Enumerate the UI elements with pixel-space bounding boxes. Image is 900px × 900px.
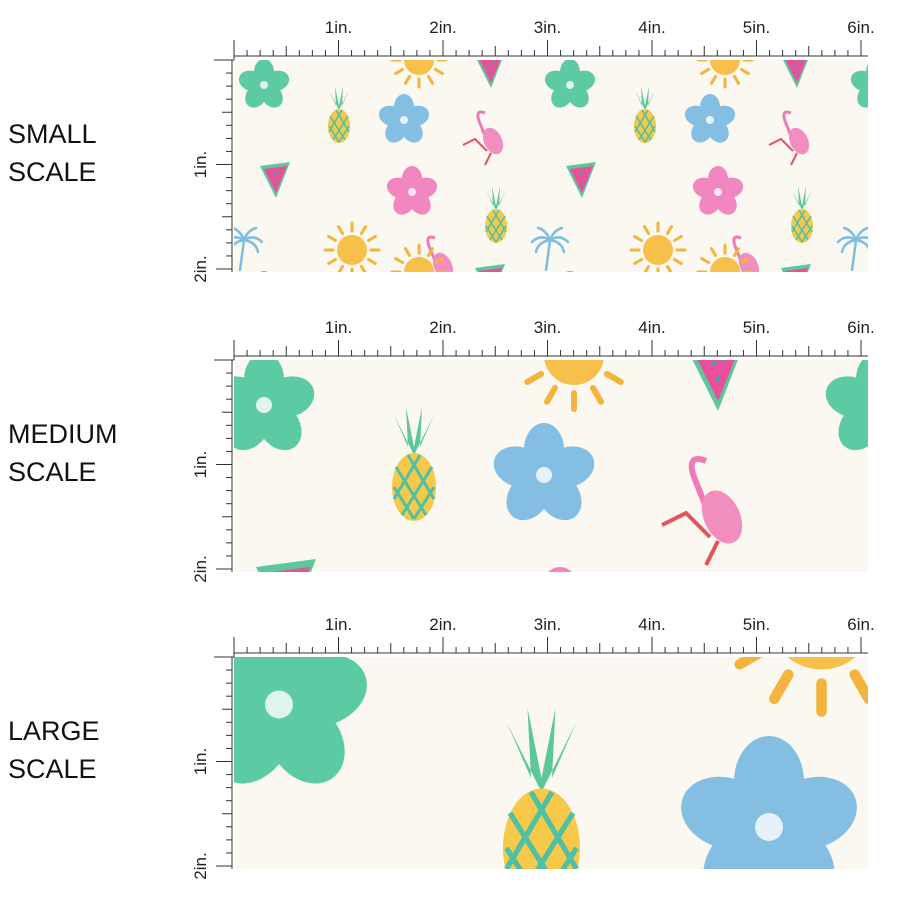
ruler-label: 2in.: [191, 852, 210, 879]
scale-title: SMALL: [8, 119, 97, 149]
ruler-label: 2in.: [191, 255, 210, 282]
ruler-label: 6in.: [847, 615, 874, 634]
ruler-label: 1in.: [191, 451, 210, 478]
scale-panel: SMALL SCALE 1in. 2in. 3in. 4in. 5in. 6in. 1in. 2i…: [8, 18, 875, 283]
ruler-label: 2in.: [429, 615, 456, 634]
ruler-label: 2in.: [429, 18, 456, 37]
ruler-label: 1in.: [325, 615, 352, 634]
ruler-label: 1in.: [325, 318, 352, 337]
ruler-label: 3in.: [534, 318, 561, 337]
scale-title: SCALE: [8, 754, 97, 784]
ruler-label: 5in.: [743, 18, 770, 37]
scale-title: SCALE: [8, 157, 97, 187]
scale-title: MEDIUM: [8, 419, 118, 449]
ruler-label: 5in.: [743, 318, 770, 337]
scale-title: SCALE: [8, 457, 97, 487]
ruler-label: 4in.: [638, 615, 665, 634]
fabric-swatch: [234, 360, 868, 572]
ruler-label: 5in.: [743, 615, 770, 634]
ruler-label: 2in.: [191, 555, 210, 582]
ruler-label: 4in.: [638, 318, 665, 337]
fabric-swatch: [234, 60, 868, 272]
ruler-label: 1in.: [191, 748, 210, 775]
ruler-label: 1in.: [325, 18, 352, 37]
ruler-label: 2in.: [429, 318, 456, 337]
scale-panel: MEDIUM SCALE 1in. 2in. 3in. 4in. 5in. 6in. 1in. 2…: [8, 318, 875, 583]
ruler-label: 4in.: [638, 18, 665, 37]
ruler-label: 1in.: [191, 151, 210, 178]
fabric-swatch: [234, 657, 868, 869]
ruler-label: 6in.: [847, 18, 874, 37]
scale-panel: LARGE SCALE 1in. 2in. 3in. 4in. 5in. 6in. 1in. 2i…: [8, 615, 875, 880]
ruler-label: 3in.: [534, 18, 561, 37]
panels: SMALL SCALE 1in. 2in. 3in. 4in. 5in. 6in. 1in. 2i…: [8, 18, 875, 880]
ruler-label: 3in.: [534, 615, 561, 634]
ruler-label: 6in.: [847, 318, 874, 337]
scale-title: LARGE: [8, 716, 100, 746]
